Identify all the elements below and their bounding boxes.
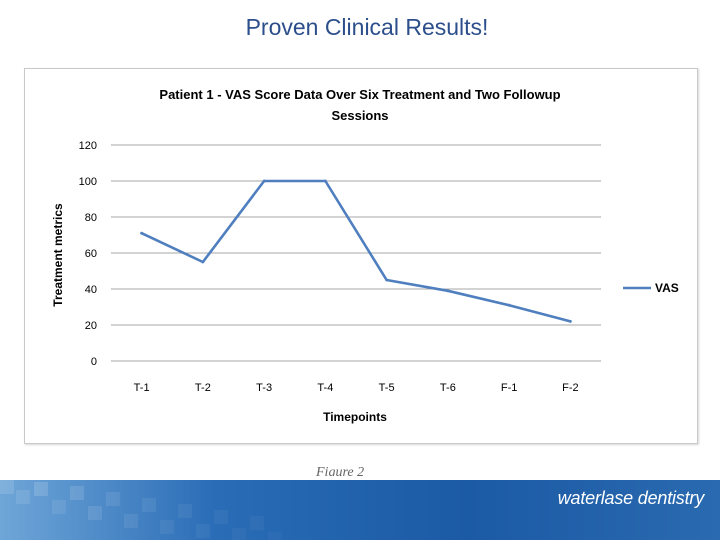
brand-logo: waterlase dentistry bbox=[557, 488, 704, 508]
x-tick-labels: T-1 T-2 T-3 T-4 T-5 T-6 F-1 F-2 bbox=[134, 382, 579, 394]
x-tick-label: T-1 bbox=[134, 382, 150, 394]
series-line-vas bbox=[140, 179, 572, 323]
x-axis-title: Timepoints bbox=[323, 410, 387, 424]
x-tick-label: T-2 bbox=[195, 382, 211, 394]
data-point bbox=[446, 289, 450, 293]
y-tick-label: 20 bbox=[85, 320, 97, 332]
legend-label: VAS bbox=[655, 281, 679, 295]
x-tick-label: T-3 bbox=[256, 382, 272, 394]
figure-caption: Figure 2 bbox=[316, 466, 365, 476]
x-tick-label: T-5 bbox=[379, 382, 395, 394]
y-tick-label: 120 bbox=[79, 140, 97, 152]
chart-frame: Patient 1 - VAS Score Data Over Six Trea… bbox=[24, 68, 698, 444]
chart-title-line2: Sessions bbox=[331, 108, 388, 123]
y-tick-labels: 0 20 40 60 80 100 120 bbox=[79, 140, 97, 368]
data-point bbox=[323, 179, 327, 183]
slide-title: Proven Clinical Results! bbox=[245, 14, 489, 40]
x-tick-label: T-4 bbox=[317, 382, 333, 394]
legend: VAS bbox=[623, 281, 679, 295]
x-tick-label: T-6 bbox=[440, 382, 456, 394]
data-point bbox=[507, 303, 511, 307]
line-chart: Patient 1 - VAS Score Data Over Six Trea… bbox=[51, 87, 679, 424]
data-point bbox=[140, 231, 144, 235]
x-tick-label: F-2 bbox=[562, 382, 579, 394]
data-point bbox=[568, 320, 572, 323]
data-point bbox=[385, 278, 389, 282]
series-group bbox=[140, 179, 572, 323]
y-tick-label: 100 bbox=[79, 176, 97, 188]
data-point bbox=[262, 179, 266, 183]
y-tick-label: 40 bbox=[85, 284, 97, 296]
chart-title-line1: Patient 1 - VAS Score Data Over Six Trea… bbox=[159, 87, 560, 102]
y-tick-label: 80 bbox=[85, 212, 97, 224]
data-point bbox=[201, 260, 205, 264]
gridlines bbox=[111, 144, 601, 362]
y-axis-title: Treatment metrics bbox=[51, 203, 65, 307]
y-tick-label: 60 bbox=[85, 248, 97, 260]
footer-pattern-graphic bbox=[0, 480, 264, 540]
y-tick-label: 0 bbox=[91, 356, 97, 368]
x-tick-label: F-1 bbox=[501, 382, 518, 394]
footer-banner: waterlase dentistry bbox=[0, 480, 720, 540]
